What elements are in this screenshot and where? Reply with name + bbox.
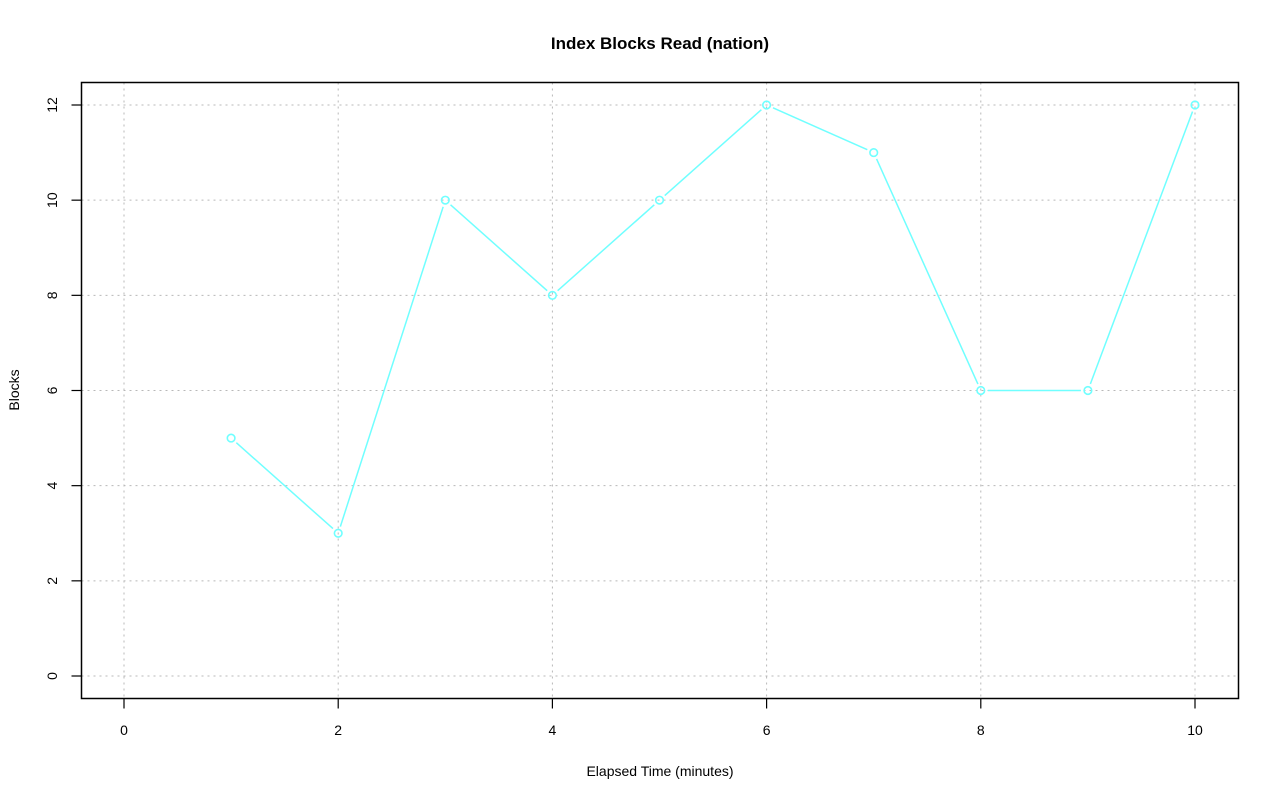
chart-title: Index Blocks Read (nation)	[551, 34, 769, 53]
series-segment	[450, 204, 548, 292]
data-point	[440, 195, 450, 205]
series-segment	[557, 204, 655, 292]
series-segment	[235, 442, 334, 530]
data-point	[761, 100, 772, 110]
data-point	[654, 195, 665, 205]
series-segment	[664, 109, 762, 197]
data-point	[333, 528, 343, 538]
plot-box	[80, 81, 1240, 700]
y-tick-label: 0	[44, 672, 60, 680]
x-tick-label: 8	[977, 722, 985, 738]
x-tick-label: 4	[549, 722, 557, 738]
x-axis-label: Elapsed Time (minutes)	[586, 763, 733, 779]
y-tick-label: 10	[44, 192, 60, 208]
y-tick-label: 2	[44, 577, 60, 585]
data-point	[547, 290, 558, 300]
series-segment	[772, 107, 868, 151]
data-point	[1083, 385, 1093, 396]
y-tick-label: 8	[44, 291, 60, 299]
x-tick-label: 2	[334, 722, 342, 738]
grid	[81, 82, 1239, 699]
axes: 0 2 4 6 8 10 0 2 4 6 8 10 12	[44, 97, 1203, 738]
data-point	[1190, 100, 1200, 110]
x-tick-label: 10	[1187, 722, 1203, 738]
x-tick-label: 0	[120, 722, 128, 738]
y-axis-label: Blocks	[6, 369, 22, 410]
y-tick-label: 4	[44, 482, 60, 490]
data-point	[869, 147, 879, 158]
series-segment	[875, 158, 979, 385]
y-tick-label: 12	[44, 97, 60, 113]
data-point	[976, 385, 986, 396]
series	[226, 100, 1200, 538]
x-tick-label: 6	[763, 722, 771, 738]
series-segment	[339, 206, 444, 527]
y-tick-label: 6	[44, 386, 60, 394]
data-point	[226, 433, 236, 443]
series-segment	[1089, 111, 1194, 385]
